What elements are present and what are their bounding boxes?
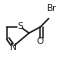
Text: S: S bbox=[17, 22, 23, 31]
Text: O: O bbox=[37, 37, 44, 46]
Text: N: N bbox=[9, 43, 16, 52]
Text: Br: Br bbox=[46, 4, 56, 13]
